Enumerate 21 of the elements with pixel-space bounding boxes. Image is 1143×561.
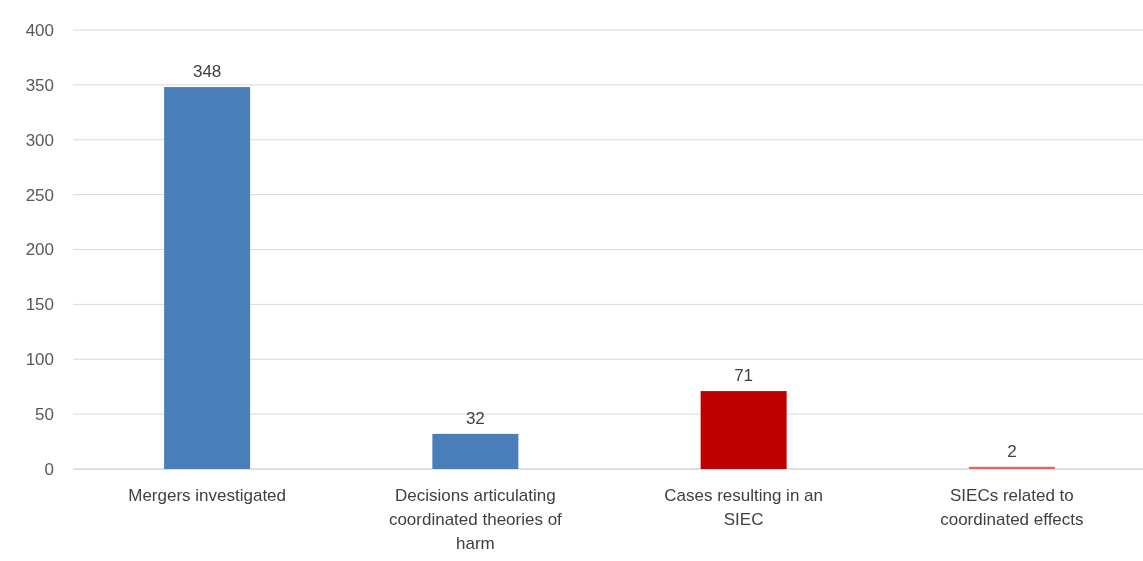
x-tick-label: Cases resulting in an SIEC bbox=[664, 486, 824, 529]
y-tick-label: 150 bbox=[25, 295, 54, 315]
y-tick-label: 300 bbox=[25, 130, 54, 150]
x-tick-label: Mergers investigated bbox=[128, 486, 287, 505]
y-tick-label: 0 bbox=[44, 459, 54, 479]
data-label: 71 bbox=[734, 366, 754, 386]
bar bbox=[700, 391, 787, 469]
y-tick-label: 50 bbox=[35, 405, 54, 425]
y-tick-label: 200 bbox=[25, 240, 54, 260]
bar bbox=[432, 433, 519, 469]
y-tick-label: 250 bbox=[25, 185, 54, 205]
y-tick-label: 100 bbox=[25, 350, 54, 370]
x-tick-label: SIECs related to coordinated effects bbox=[940, 486, 1084, 529]
bar bbox=[164, 87, 251, 469]
y-tick-label: 400 bbox=[25, 20, 54, 40]
data-label: 2 bbox=[1007, 441, 1017, 461]
data-label: 32 bbox=[465, 408, 485, 428]
y-tick-label: 350 bbox=[25, 75, 54, 95]
bar bbox=[968, 466, 1055, 469]
x-tick-label: Decisions articulating coordinated theories of harm bbox=[388, 486, 563, 553]
data-label: 348 bbox=[192, 62, 222, 82]
